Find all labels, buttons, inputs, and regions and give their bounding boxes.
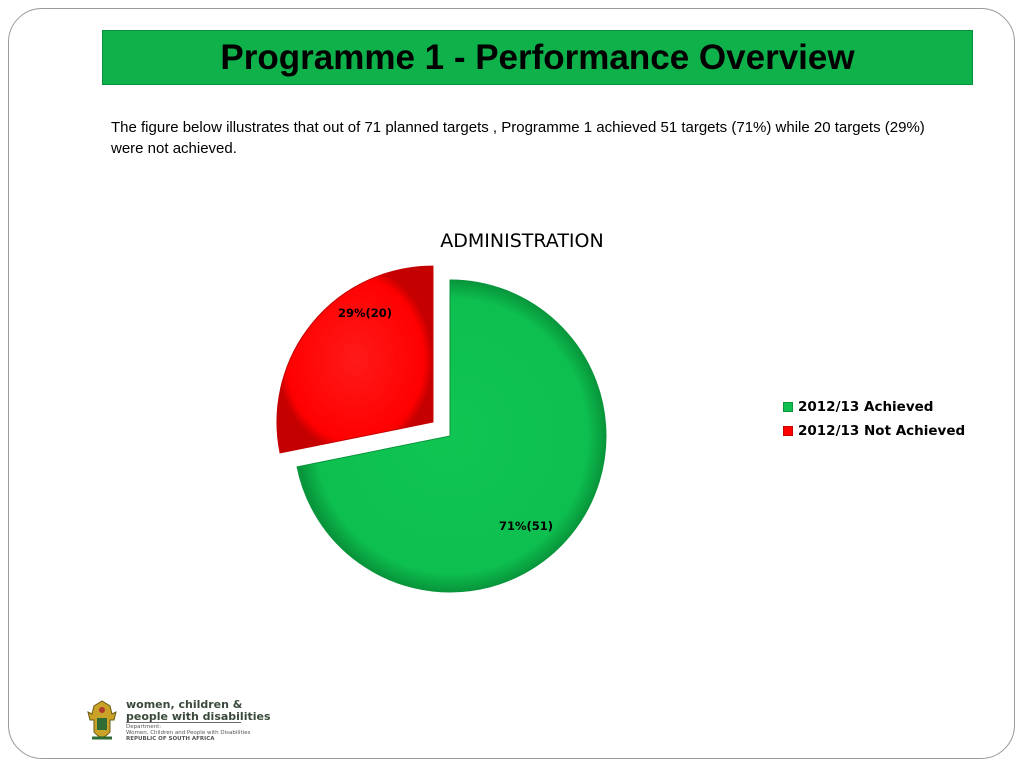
department-logo: women, children & people with disabiliti… (84, 698, 271, 746)
coat-of-arms-icon (87, 700, 117, 740)
logo-text-line2: people with disabilities (126, 710, 271, 723)
legend-item-achieved: 2012/13 Achieved (783, 395, 965, 419)
legend-label-not-achieved: 2012/13 Not Achieved (798, 423, 966, 439)
page-title: Programme 1 - Performance Overview (220, 37, 855, 77)
intro-text: The figure below illustrates that out of… (111, 119, 925, 157)
legend-item-not-achieved: 2012/13 Not Achieved (783, 419, 965, 443)
legend-swatch-achieved (783, 402, 793, 412)
pie-slice-not-achieved (276, 265, 434, 454)
logo-text-line1: women, children & (126, 698, 243, 711)
dept-line1: Department: (126, 724, 162, 730)
pie-slices (276, 265, 607, 593)
legend-label-achieved: 2012/13 Achieved (798, 399, 934, 415)
legend-swatch-not-achieved (783, 426, 793, 436)
chart-title: ADMINISTRATION (440, 230, 603, 252)
chart-legend: 2012/13 Achieved 2012/13 Not Achieved (783, 395, 965, 443)
title-bar: Programme 1 - Performance Overview (102, 30, 973, 85)
dept-line2: Women, Children and People with Disabili… (126, 730, 251, 736)
slice-label-not-achieved: 29%(20) (338, 306, 392, 320)
slice-label-achieved: 71%(51) (499, 519, 553, 533)
dept-line3: REPUBLIC OF SOUTH AFRICA (126, 736, 215, 742)
pie-slice-achieved (296, 279, 607, 593)
